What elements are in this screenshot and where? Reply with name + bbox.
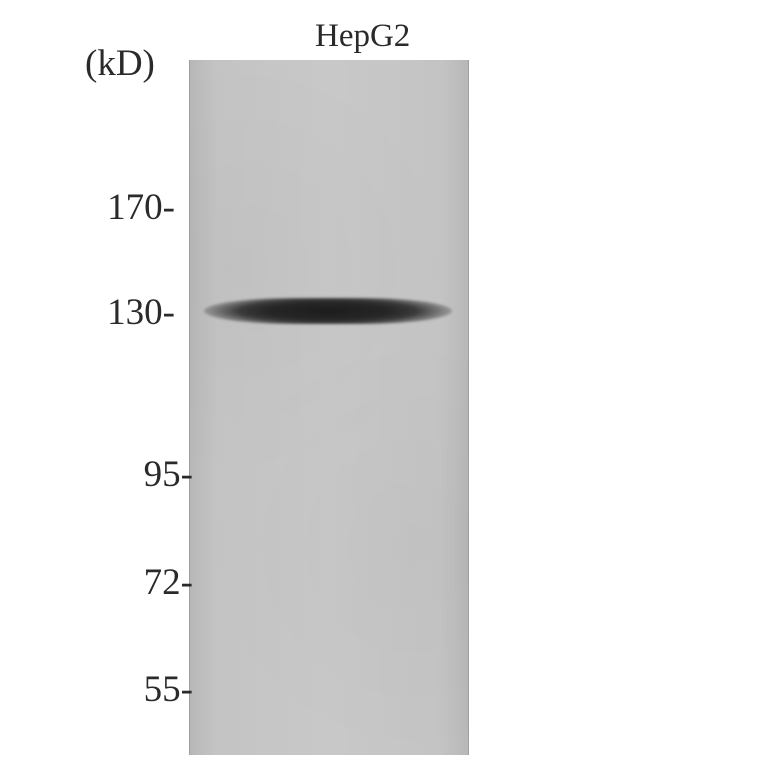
blot-lane: [189, 60, 469, 755]
mw-label: 55-: [103, 668, 193, 711]
mw-label: 95-: [103, 453, 193, 496]
protein-band: [204, 298, 452, 324]
lane-header: HepG2: [315, 18, 410, 55]
western-blot-figure: (kD) HepG2 170- 130- 95- 72- 55-: [0, 0, 764, 764]
mw-label: 170-: [85, 186, 175, 229]
mw-label: 72-: [103, 561, 193, 604]
mw-label: 130-: [85, 291, 175, 334]
axis-unit-label: (kD): [85, 42, 155, 85]
